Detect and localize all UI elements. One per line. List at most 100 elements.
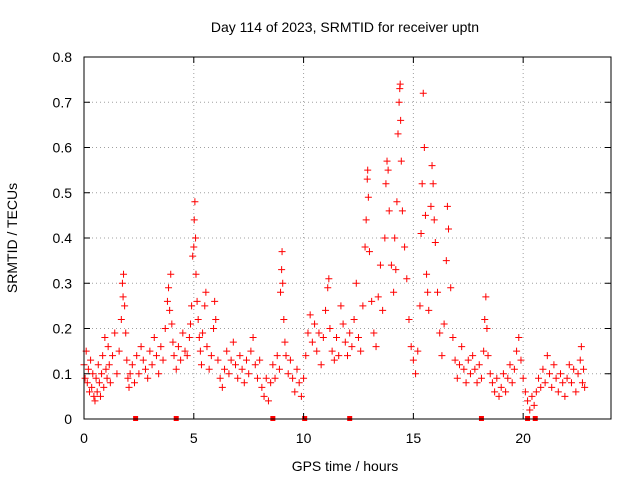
data-point [390, 288, 398, 296]
data-point [477, 374, 485, 382]
data-point [126, 370, 134, 378]
data-point [364, 166, 372, 174]
data-point [324, 284, 332, 292]
data-point [302, 352, 310, 360]
data-point [453, 374, 461, 382]
data-point [372, 343, 380, 351]
data-point [370, 329, 378, 337]
data-point [417, 229, 425, 237]
data-point [561, 392, 569, 400]
data-point [167, 270, 175, 278]
data-point [148, 361, 156, 369]
data-point [313, 347, 321, 355]
data-point [311, 320, 319, 328]
data-point [398, 207, 406, 215]
data-point [181, 347, 189, 355]
data-point [166, 306, 174, 314]
data-point [565, 361, 573, 369]
data-point [102, 365, 110, 373]
data-point [407, 343, 415, 351]
data-point [291, 388, 299, 396]
data-point [466, 370, 474, 378]
data-point [306, 311, 314, 319]
data-point [405, 315, 413, 323]
data-point [419, 89, 427, 97]
data-point [436, 329, 444, 337]
data-point [379, 306, 387, 314]
data-point [330, 356, 338, 364]
data-point [229, 338, 237, 346]
data-point [128, 361, 136, 369]
data-point [247, 347, 255, 355]
data-point [499, 370, 507, 378]
data-point [326, 325, 334, 332]
data-point [449, 334, 457, 342]
data-point [475, 361, 483, 369]
data-point [550, 361, 558, 369]
data-point [354, 334, 362, 342]
data-point [319, 334, 327, 342]
data-point [297, 392, 305, 400]
y-tick-label: 0.8 [53, 49, 73, 65]
data-point [289, 374, 297, 382]
data-point [245, 370, 253, 378]
data-point [548, 383, 556, 391]
data-point [93, 388, 101, 396]
data-point [225, 370, 233, 378]
data-point [412, 370, 420, 378]
data-point [424, 288, 432, 296]
data-point [539, 365, 547, 373]
data-point [135, 370, 143, 378]
data-point [381, 234, 389, 242]
data-point [123, 356, 131, 364]
data-point [563, 374, 571, 382]
data-point [361, 243, 369, 251]
data-point [277, 288, 285, 296]
data-point [109, 352, 117, 360]
data-point [497, 383, 505, 391]
data-point [185, 334, 193, 342]
data-point [451, 356, 459, 364]
data-point [394, 130, 402, 138]
data-point [517, 356, 525, 364]
data-point [199, 329, 207, 337]
data-point [131, 379, 139, 387]
data-point [577, 343, 585, 351]
data-point [344, 352, 351, 360]
data-point [133, 352, 141, 360]
data-point [493, 374, 501, 382]
data-point [161, 325, 169, 332]
data-point [414, 347, 422, 355]
data-point [83, 379, 91, 387]
data-point [434, 288, 442, 296]
data-point [387, 261, 395, 269]
data-point [280, 315, 288, 323]
data-point [92, 374, 100, 382]
data-point [98, 370, 106, 378]
data-point [552, 374, 560, 382]
data-point [325, 275, 333, 283]
data-point [383, 157, 391, 165]
data-point [119, 293, 127, 301]
data-point [84, 365, 92, 373]
data-point [117, 315, 125, 323]
data-point [189, 252, 197, 260]
data-point [359, 302, 367, 310]
data-point [258, 383, 266, 391]
data-point [96, 392, 104, 400]
data-point [530, 401, 538, 409]
data-point [120, 270, 128, 278]
data-point [205, 365, 213, 373]
data-point [157, 343, 165, 351]
data-point [106, 379, 114, 387]
data-point [163, 297, 171, 305]
data-point [556, 370, 564, 378]
data-point [121, 302, 129, 310]
data-point [100, 383, 108, 391]
data-point [322, 306, 330, 314]
data-point [101, 334, 109, 342]
data-point [473, 379, 481, 387]
data-point [570, 365, 578, 373]
data-point [103, 374, 111, 382]
data-point [515, 334, 523, 342]
